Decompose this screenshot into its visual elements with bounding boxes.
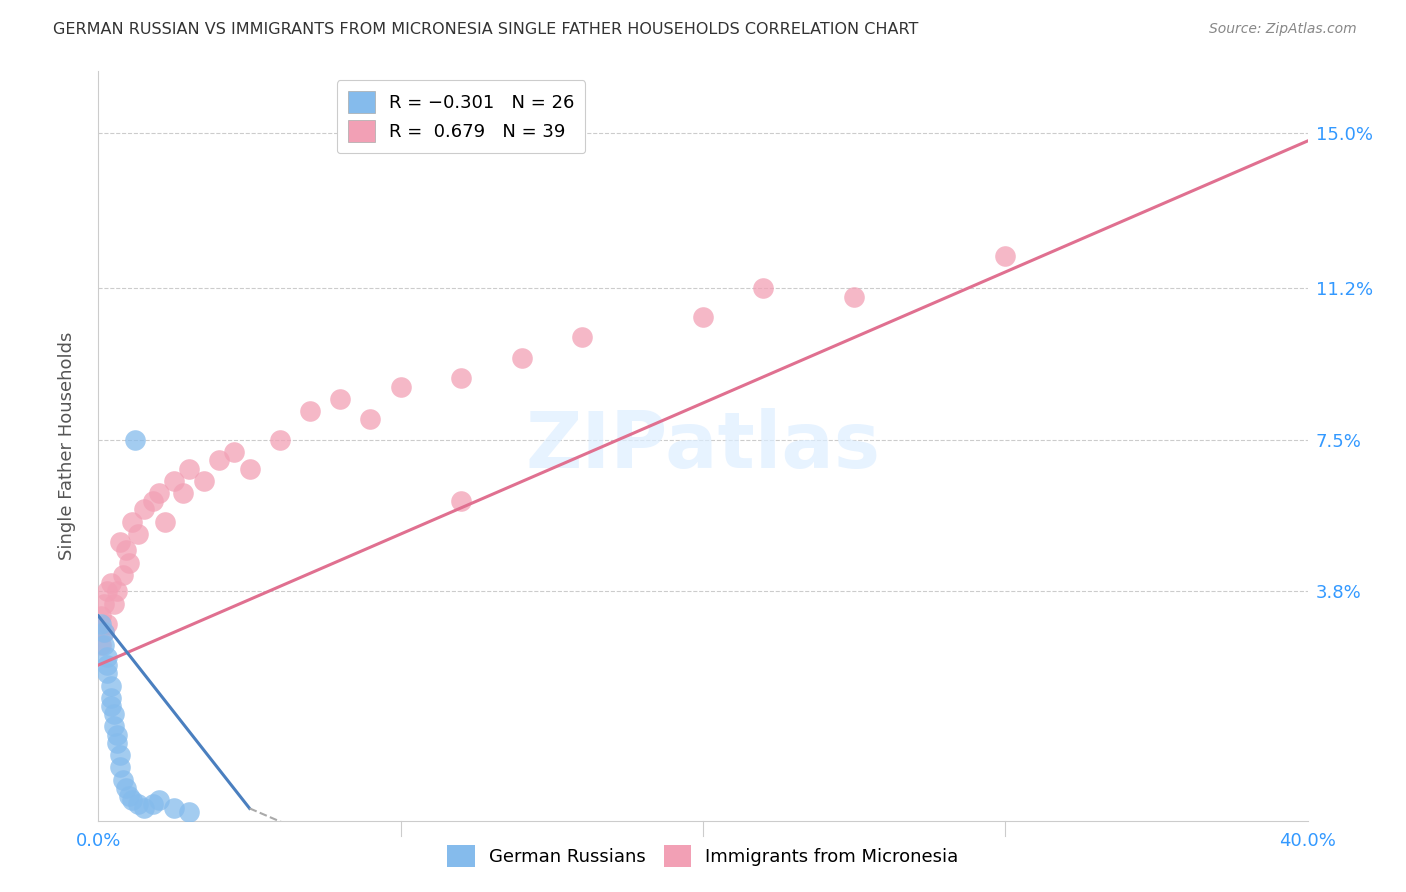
Point: [994, 249, 1017, 263]
Text: ZIPatlas: ZIPatlas: [526, 408, 880, 484]
Point: [118, 556, 141, 570]
Point: [148, 486, 170, 500]
Point: [96, 658, 118, 673]
Point: [100, 690, 122, 705]
Point: [179, 805, 201, 820]
Point: [108, 535, 131, 549]
Point: [108, 748, 131, 763]
Point: [172, 486, 194, 500]
Point: [127, 797, 149, 812]
Point: [111, 568, 134, 582]
Y-axis label: Single Father Households: Single Father Households: [58, 332, 76, 560]
Point: [90, 617, 112, 632]
Point: [510, 351, 533, 365]
Point: [100, 679, 122, 693]
Point: [450, 371, 472, 385]
Point: [96, 666, 118, 681]
Point: [121, 515, 143, 529]
Point: [103, 719, 125, 733]
Point: [239, 461, 262, 475]
Point: [111, 772, 134, 787]
Point: [124, 433, 146, 447]
Point: [692, 310, 714, 324]
Point: [752, 281, 775, 295]
Point: [360, 412, 382, 426]
Point: [142, 494, 165, 508]
Point: [163, 801, 186, 815]
Text: GERMAN RUSSIAN VS IMMIGRANTS FROM MICRONESIA SINGLE FATHER HOUSEHOLDS CORRELATIO: GERMAN RUSSIAN VS IMMIGRANTS FROM MICRON…: [53, 22, 918, 37]
Point: [299, 404, 322, 418]
Point: [108, 760, 131, 774]
Point: [93, 625, 115, 640]
Point: [93, 638, 115, 652]
Point: [163, 474, 186, 488]
Point: [127, 527, 149, 541]
Point: [118, 789, 141, 803]
Legend: R = −0.301   N = 26, R =  0.679   N = 39: R = −0.301 N = 26, R = 0.679 N = 39: [337, 80, 585, 153]
Point: [121, 793, 143, 807]
Point: [844, 289, 866, 303]
Point: [153, 515, 176, 529]
Point: [105, 584, 128, 599]
Point: [450, 494, 472, 508]
Point: [105, 736, 128, 750]
Point: [193, 474, 215, 488]
Point: [132, 502, 155, 516]
Point: [105, 728, 128, 742]
Point: [103, 707, 125, 722]
Point: [179, 461, 201, 475]
Point: [90, 638, 112, 652]
Point: [208, 453, 231, 467]
Point: [96, 649, 118, 664]
Point: [90, 608, 112, 623]
Point: [142, 797, 165, 812]
Point: [329, 392, 352, 406]
Point: [114, 780, 136, 795]
Point: [132, 801, 155, 815]
Point: [93, 625, 115, 640]
Point: [224, 445, 246, 459]
Point: [114, 543, 136, 558]
Point: [103, 597, 125, 611]
Point: [96, 617, 118, 632]
Point: [148, 793, 170, 807]
Point: [571, 330, 593, 344]
Point: [389, 379, 412, 393]
Point: [93, 597, 115, 611]
Legend: German Russians, Immigrants from Micronesia: German Russians, Immigrants from Microne…: [440, 838, 966, 874]
Point: [269, 433, 291, 447]
Point: [96, 584, 118, 599]
Point: [100, 698, 122, 713]
Point: [100, 576, 122, 591]
Text: Source: ZipAtlas.com: Source: ZipAtlas.com: [1209, 22, 1357, 37]
